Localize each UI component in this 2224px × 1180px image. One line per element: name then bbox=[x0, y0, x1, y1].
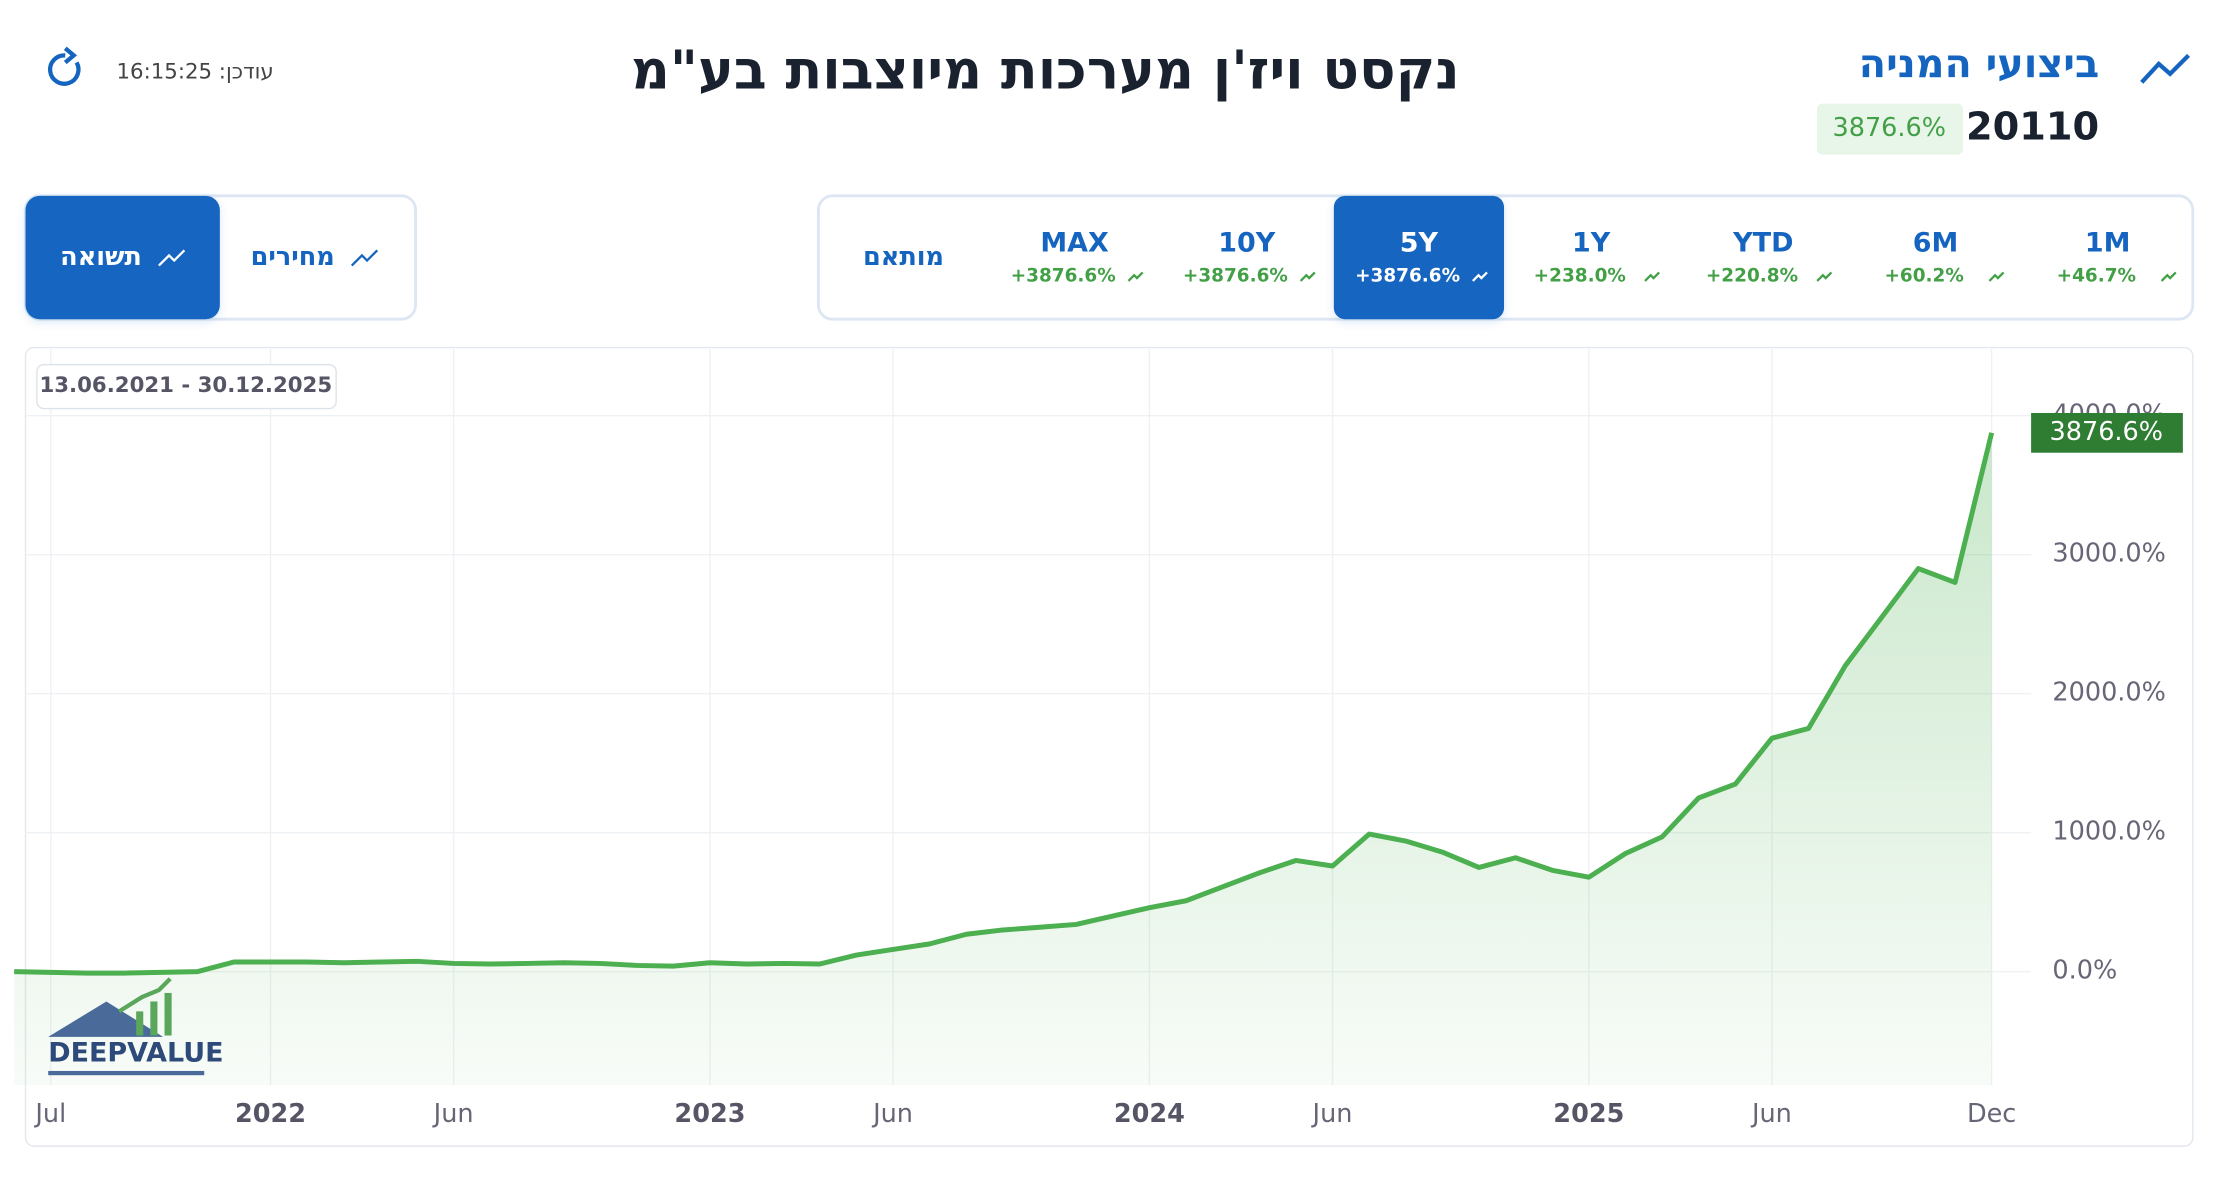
trend-icon bbox=[2160, 271, 2177, 282]
view-toggle: תשואה מחירים bbox=[24, 194, 417, 321]
last-value-badge bbox=[2031, 412, 2183, 453]
change: 3876.6% bbox=[1832, 113, 1946, 143]
range-change: +238.0% bbox=[1534, 266, 1626, 287]
range-change: +3876.6% bbox=[1183, 266, 1288, 287]
range-change: +3876.6% bbox=[1355, 266, 1460, 287]
logo: DEEPVALUE bbox=[48, 1037, 223, 1068]
trend-icon bbox=[350, 249, 379, 267]
updated: עודכן: 16:15:25 bbox=[117, 59, 274, 84]
range-button[interactable]: 5Y bbox=[1400, 228, 1439, 259]
range-active bbox=[1333, 195, 1505, 320]
logo-arrow bbox=[118, 977, 172, 1014]
range-button[interactable]: 10Y bbox=[1218, 228, 1275, 259]
x-tick-label: Jul bbox=[33, 1099, 66, 1129]
logo-underline bbox=[48, 1070, 205, 1076]
x-tick-label: Jun bbox=[1750, 1099, 1792, 1129]
trend-icon bbox=[1988, 271, 2005, 282]
range-selector: מותאם 1M +46.7% 6M +60.2% YTD +220.8% 1Y +238.0%… bbox=[816, 194, 2195, 321]
x-tick-label: 2023 bbox=[674, 1099, 745, 1129]
y-tick-label: 1000.0% bbox=[2052, 817, 2166, 847]
trend-icon bbox=[1127, 271, 1144, 282]
x-tick-label: Jun bbox=[432, 1099, 474, 1129]
range-button[interactable]: 1M bbox=[2085, 228, 2131, 259]
trend-icon bbox=[2140, 53, 2191, 84]
range-button[interactable]: YTD bbox=[1732, 228, 1793, 259]
area bbox=[14, 432, 1992, 1086]
trend-icon bbox=[158, 249, 186, 267]
logo-roof bbox=[48, 1001, 164, 1037]
range-change: +3876.6% bbox=[1011, 266, 1116, 287]
x-tick-label: Dec bbox=[1967, 1099, 2016, 1129]
title: נקסט ויז'ן מערכות מיוצבות בע"מ bbox=[631, 38, 1460, 101]
range-panel bbox=[816, 194, 2195, 321]
x-tick-label: Jun bbox=[871, 1099, 913, 1129]
range-button[interactable]: 6M bbox=[1913, 228, 1959, 259]
change-badge bbox=[1816, 103, 1964, 155]
y-tick-label: 2000.0% bbox=[2052, 678, 2166, 708]
x-tick-label: Jun bbox=[1311, 1099, 1353, 1129]
x-tick-label: 2025 bbox=[1553, 1099, 1624, 1129]
range-button[interactable]: 1Y bbox=[1572, 228, 1611, 259]
last-value-label: 3876.6% bbox=[2050, 417, 2164, 447]
trend-icon bbox=[1644, 271, 1661, 282]
toggle-active bbox=[25, 195, 220, 320]
logo-bar bbox=[136, 1011, 144, 1036]
price: 20110 bbox=[1966, 105, 2099, 150]
range-change: +220.8% bbox=[1706, 266, 1798, 287]
toggle-button[interactable]: תשואה bbox=[60, 242, 142, 272]
trend-icon bbox=[1816, 271, 1833, 282]
trend-icon bbox=[1299, 271, 1316, 282]
line bbox=[14, 432, 1995, 976]
range-change: +46.7% bbox=[2057, 266, 2136, 287]
y-tick-label: 3000.0% bbox=[2052, 539, 2166, 569]
date-range-box bbox=[36, 363, 337, 410]
plot: 0.0%1000.0%2000.0%3000.0%4000.0%Jul2022J… bbox=[14, 349, 2183, 1129]
trend-icon bbox=[1472, 271, 1488, 282]
date-range: 13.06.2021 - 30.12.2025 bbox=[39, 373, 332, 398]
logo-bar bbox=[150, 1001, 158, 1036]
logo-bar bbox=[164, 992, 172, 1036]
custom-range[interactable]: מותאם bbox=[863, 242, 944, 272]
range-button[interactable]: MAX bbox=[1040, 228, 1109, 259]
x-tick-label: 2022 bbox=[235, 1099, 306, 1129]
refresh-button[interactable] bbox=[48, 46, 81, 86]
toggle-button[interactable]: מחירים bbox=[251, 242, 335, 272]
y-tick-label: 0.0% bbox=[2052, 956, 2117, 986]
range-change: +60.2% bbox=[1884, 266, 1963, 287]
section-title: ביצועי המניה bbox=[1859, 41, 2099, 87]
x-tick-label: 2024 bbox=[1114, 1099, 1185, 1129]
